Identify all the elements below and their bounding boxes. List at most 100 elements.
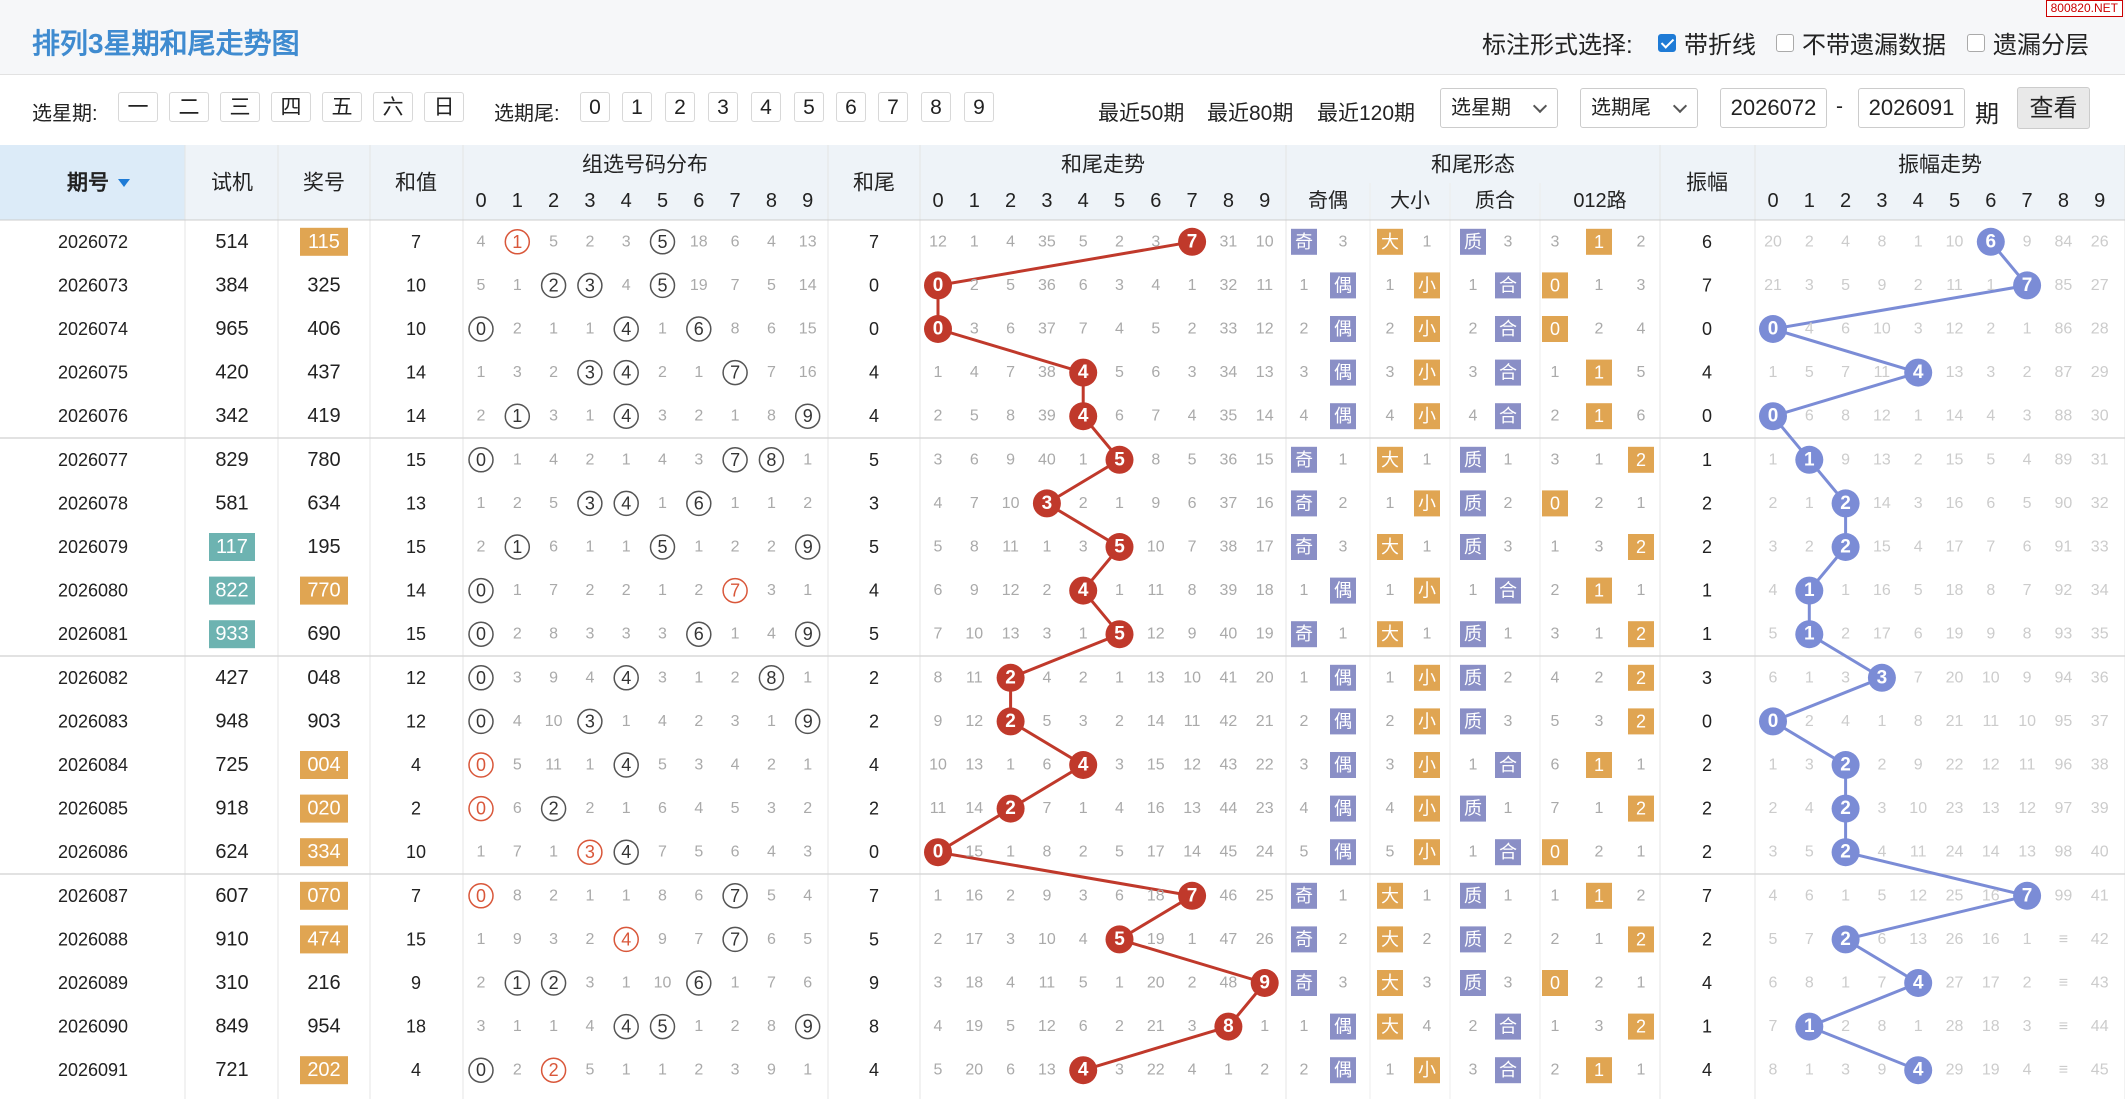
header-digit: 7	[2022, 190, 2033, 212]
weekday-button[interactable]: 三	[220, 92, 260, 122]
shape-omit-count: 2	[1595, 669, 1604, 686]
period-from-input[interactable]: 2026072	[1720, 88, 1827, 128]
weekday-button[interactable]: 四	[271, 92, 311, 122]
checkbox-icon[interactable]	[1967, 33, 1985, 52]
group-omit-count: 1	[767, 713, 776, 730]
shape-omit-count: 3	[1595, 1018, 1604, 1035]
tail-button[interactable]: 8	[921, 92, 951, 122]
group-omit-count: 1	[477, 495, 486, 512]
period-to-input[interactable]: 2026091	[1858, 88, 1965, 128]
group-digit: 5	[657, 275, 667, 295]
header-digit: 3	[1041, 190, 1052, 212]
shape-omit-count: 1	[1339, 887, 1348, 904]
amp-omit-count: 12	[1909, 887, 1927, 904]
amp-digit: 3	[1877, 667, 1888, 688]
option-line[interactable]: 带折线	[1658, 25, 1756, 60]
group-omit-count: 1	[658, 1062, 667, 1079]
query-button[interactable]: 查看	[2017, 87, 2090, 129]
trend-circle-marker	[1032, 489, 1061, 518]
amp-cell: 0	[1702, 319, 1712, 339]
amp-omit-count: 92	[2055, 582, 2073, 599]
group-omit-count: 1	[585, 321, 594, 338]
option-no-omit[interactable]: 不带遗漏数据	[1776, 25, 1946, 60]
amp-omit-count: 11	[1910, 844, 1927, 861]
option-omit-layer[interactable]: 遗漏分层	[1967, 25, 2089, 60]
amp-omit-count: 28	[2091, 321, 2109, 338]
group-digit: 6	[694, 624, 704, 644]
amp-omit-count: 19	[1982, 1062, 2000, 1079]
trial-cell: 624	[215, 841, 248, 863]
tail-select[interactable]: 选期尾	[1580, 88, 1698, 128]
group-omit-count: 2	[585, 582, 594, 599]
weekday-select[interactable]: 选星期	[1440, 88, 1558, 128]
tail-button[interactable]: 3	[708, 92, 738, 122]
tail-button[interactable]: 2	[665, 92, 695, 122]
group-circle-marker	[613, 1013, 639, 1040]
weekday-button[interactable]: 六	[373, 92, 413, 122]
shape-value: 偶	[1334, 1017, 1352, 1037]
tail-button[interactable]: 1	[622, 92, 652, 122]
tail-button[interactable]: 5	[794, 92, 824, 122]
group-omit-count: 3	[767, 582, 776, 599]
tail-button[interactable]: 6	[836, 92, 866, 122]
chevron-down-icon	[1672, 98, 1688, 114]
shape-omit-count: 1	[1504, 626, 1513, 643]
group-circle-marker	[540, 795, 567, 822]
weekday-button[interactable]: 日	[424, 92, 464, 122]
group-omit-count: 6	[658, 800, 667, 817]
shape-omit-count: 5	[1300, 844, 1309, 861]
amp-omit-count: 6	[1769, 975, 1778, 992]
group-omit-count: 3	[622, 626, 631, 643]
tail-button[interactable]: 7	[878, 92, 908, 122]
recent-120-link[interactable]: 最近120期	[1317, 102, 1416, 125]
shape-badge	[1330, 708, 1356, 735]
amp-omit-count: 2	[1986, 321, 1995, 338]
group-digit: 2	[549, 275, 559, 295]
amp-omit-count: 29	[1946, 1062, 1964, 1079]
amp-omit-count: 20	[1764, 233, 1782, 250]
amp-omit-count: 95	[2055, 713, 2073, 730]
group-circle-marker	[722, 883, 748, 909]
recent-80-link[interactable]: 最近80期	[1207, 102, 1294, 125]
trend-digit: 7	[1187, 231, 1198, 252]
checkbox-icon[interactable]	[1658, 33, 1676, 52]
group-omit-count: 2	[767, 539, 776, 556]
weekday-button[interactable]: 五	[322, 92, 362, 122]
trend-omit-count: 18	[1147, 887, 1165, 904]
shape-badge	[1414, 795, 1440, 822]
amp-omit-count: ≡	[2059, 931, 2068, 948]
checkbox-icon[interactable]	[1776, 33, 1794, 52]
sum-cell: 15	[406, 624, 426, 644]
tail-button[interactable]: 9	[964, 92, 994, 122]
tail-button[interactable]: 4	[751, 92, 781, 122]
trend-omit-count: 18	[1256, 582, 1274, 599]
amp-omit-count: 8	[1805, 975, 1814, 992]
trial-cell: 384	[215, 274, 248, 296]
shape-value: 合	[1499, 755, 1517, 775]
shape-badge	[1414, 839, 1440, 866]
header-digit: 0	[1767, 190, 1778, 212]
group-omit-count: 1	[477, 844, 486, 861]
group-circle-marker	[686, 970, 712, 996]
site-badge: 800820.NET	[2045, 0, 2123, 17]
trend-omit-count: 3	[1079, 887, 1088, 904]
trend-omit-count: 13	[1147, 669, 1165, 686]
recent-50-link[interactable]: 最近50期	[1098, 102, 1185, 125]
trend-omit-count: 11	[1256, 277, 1273, 294]
group-omit-count: 7	[731, 277, 740, 294]
trend-circle-marker	[924, 271, 952, 300]
weekday-button[interactable]: 二	[169, 92, 209, 122]
shape-value: 偶	[1334, 581, 1352, 601]
group-omit-count: 1	[803, 1062, 812, 1079]
amp-omit-count: 98	[2055, 844, 2073, 861]
group-circle-marker	[686, 621, 712, 647]
amp-circle-marker	[1831, 794, 1860, 823]
group-omit-count: 4	[622, 277, 631, 294]
trend-omit-count: 12	[1002, 582, 1020, 599]
weekday-button[interactable]: 一	[118, 92, 158, 122]
amp-omit-count: 26	[1946, 931, 1964, 948]
group-circle-marker	[613, 752, 639, 778]
group-omit-count: 1	[585, 408, 594, 425]
shape-badge	[1291, 446, 1317, 473]
tail-button[interactable]: 0	[580, 92, 610, 122]
